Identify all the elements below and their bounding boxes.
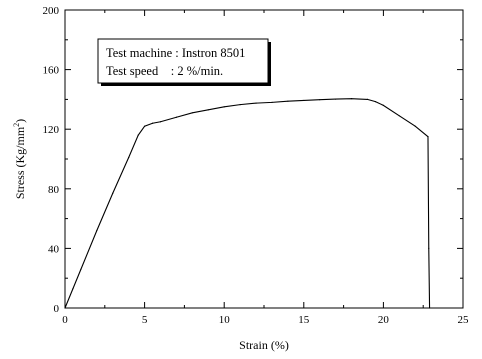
series-point — [112, 192, 114, 194]
x-tick-label: 0 — [62, 314, 68, 326]
y-axis-title-close: ) — [13, 119, 27, 123]
y-tick-label: 0 — [54, 303, 60, 315]
series-point — [255, 102, 257, 104]
y-axis-title: Stress (Kg/mm2) — [12, 119, 27, 199]
annotation-line-2: Test speed : 2 %/min. — [106, 64, 223, 78]
x-tick-label: 10 — [219, 314, 231, 326]
y-axis-title-main: Stress (Kg/mm — [13, 126, 27, 199]
annotation-box: Test machine : Instron 8501 Test speed :… — [97, 38, 271, 86]
series-point — [374, 101, 377, 103]
series-point — [137, 134, 139, 136]
series-point — [239, 104, 241, 106]
y-tick-label: 200 — [43, 5, 60, 17]
series-point — [144, 125, 146, 127]
series-point — [80, 268, 82, 270]
series-point — [303, 99, 305, 102]
axis-ticks — [64, 9, 464, 309]
x-axis-title: Strain (%) — [239, 338, 289, 352]
series-point — [96, 229, 98, 232]
x-tick-label: 20 — [378, 314, 390, 326]
y-tick-label: 80 — [48, 184, 60, 196]
series-point — [175, 116, 178, 118]
y-tick-label: 120 — [43, 124, 60, 136]
series-point — [191, 112, 193, 114]
annotation-line-1: Test machine : Instron 8501 — [106, 46, 245, 60]
series-point — [366, 98, 369, 100]
series-line — [64, 98, 431, 309]
series-points — [64, 98, 431, 309]
y-tick-label: 160 — [43, 65, 60, 77]
y-tick-label: 40 — [48, 243, 60, 255]
series-point — [398, 115, 400, 117]
series-point — [335, 98, 337, 100]
series-point — [382, 104, 384, 106]
series-point — [428, 307, 431, 309]
series-point — [64, 307, 66, 309]
series-point — [319, 99, 321, 101]
y-axis-title-superscript: 2 — [12, 123, 21, 127]
series-point — [414, 125, 416, 127]
x-tick-label: 15 — [298, 314, 310, 326]
series-point — [207, 109, 209, 111]
tick-labels: 0 5 10 15 20 25 0 40 80 120 160 200 — [43, 5, 470, 326]
series-point — [287, 100, 289, 102]
series-point — [151, 122, 154, 124]
series-point — [128, 156, 130, 159]
annotation-panel — [97, 38, 269, 84]
series-point — [428, 247, 430, 249]
series-point — [72, 288, 74, 290]
x-tick-label: 25 — [458, 314, 470, 326]
series-point — [350, 98, 353, 100]
series-point — [223, 106, 225, 108]
series-point — [271, 101, 273, 103]
series-point — [427, 136, 429, 138]
series-point — [159, 121, 162, 123]
x-tick-label: 5 — [142, 314, 148, 326]
